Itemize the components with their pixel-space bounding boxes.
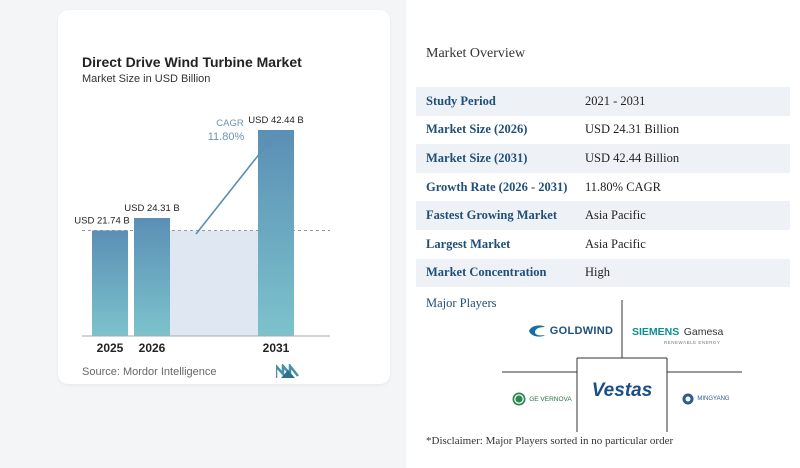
cagr-label: CAGR: [216, 118, 244, 129]
overview-row-label: Study Period: [426, 93, 496, 108]
goldwind-logo: GOLDWIND: [522, 318, 618, 344]
overview-row-label: Growth Rate (2026 - 2031): [426, 179, 568, 194]
value-label-2031: USD 42.44 B: [248, 115, 303, 126]
overview-title: Market Overview: [426, 46, 526, 61]
overview-row-value: Asia Pacific: [585, 208, 646, 223]
overview-row-label: Market Size (2031): [426, 150, 528, 165]
tick-label-2026: 2026: [139, 341, 166, 355]
bar-2025: [92, 230, 128, 336]
players-grid: GOLDWIND SIEMENS Gamesa RENEWABLE ENERGY…: [502, 300, 742, 432]
bar-2031: [258, 130, 294, 336]
ge-vernova-logo: GE VERNOVA: [510, 390, 574, 408]
overview-row-value: USD 42.44 Billion: [585, 150, 680, 165]
chart-subtitle: Market Size in USD Billion: [82, 73, 211, 85]
cagr-arrow: [195, 136, 273, 235]
overview-row-label: Largest Market: [426, 236, 511, 251]
cagr-value: 11.80%: [208, 131, 245, 143]
goldwind-icon: [528, 325, 545, 337]
mingyang-logo: MINGYANG: [674, 390, 738, 408]
vestas-logo: Vestas: [582, 378, 662, 404]
overview-row-value: 11.80% CAGR: [585, 179, 661, 194]
disclaimer: *Disclaimer: Major Players sorted in no …: [426, 435, 674, 447]
goldwind-text: GOLDWIND: [549, 325, 614, 337]
ge-vernova-text: GE VERNOVA: [529, 395, 572, 403]
overview-row: Market Size (2031) USD 42.44 Billion: [416, 144, 790, 173]
value-label-2026: USD 24.31 B: [124, 203, 179, 214]
overview-table: Study Period 2021 - 2031 Market Size (2026…: [416, 87, 790, 288]
chart-card: Direct Drive Wind Turbine Market Market …: [58, 10, 390, 384]
overview-row: Fastest Growing Market Asia Pacific: [416, 201, 790, 230]
overview-row-label: Fastest Growing Market: [426, 208, 557, 223]
overview-row-value: Asia Pacific: [585, 236, 646, 251]
market-overview-panel: Market Overview Study Period 2021 - 2031 M…: [406, 0, 800, 468]
siemens-gamesa-logo: SIEMENS Gamesa RENEWABLE ENERGY: [632, 318, 740, 348]
overview-row: Growth Rate (2026 - 2031) 11.80% CAGR: [416, 173, 790, 202]
overview-row: Largest Market Asia Pacific: [416, 230, 790, 259]
players-title: Major Players: [426, 296, 497, 310]
overview-row: Market Size (2026) USD 24.31 Billion: [416, 116, 790, 145]
growth-band: [170, 230, 258, 336]
value-label-2025: USD 21.74 B: [74, 215, 129, 226]
overview-row: Study Period 2021 - 2031: [416, 87, 790, 116]
mingyang-text: MINGYANG: [697, 396, 730, 402]
tick-label-2031: 2031: [263, 341, 290, 355]
gamesa-text: Gamesa: [683, 325, 724, 338]
bar-chart: USD 21.74 B 2025 USD 24.31 B 2026 USD 42.44 …: [74, 115, 330, 355]
chart-title: Direct Drive Wind Turbine Market: [82, 54, 302, 70]
players-grid-lines: [502, 300, 742, 432]
mordor-logo-icon: [276, 364, 299, 378]
siemens-text: SIEMENS: [632, 325, 680, 338]
overview-row: Market Concentration High: [416, 258, 790, 288]
overview-row-value: USD 24.31 Billion: [585, 122, 680, 137]
overview-row-label: Market Concentration: [426, 265, 547, 280]
bar-2026: [134, 218, 170, 336]
overview-row-value: 2021 - 2031: [585, 93, 646, 108]
ge-vernova-icon: [512, 392, 526, 406]
overview-row-label: Market Size (2026): [426, 122, 528, 137]
overview-row-value: High: [585, 265, 610, 280]
vestas-text: Vestas: [591, 380, 653, 401]
mingyang-icon: [682, 393, 694, 405]
chart-source: Source: Mordor Intelligence: [82, 366, 217, 378]
tick-label-2025: 2025: [97, 341, 124, 355]
siemens-tag: RENEWABLE ENERGY: [664, 339, 721, 345]
